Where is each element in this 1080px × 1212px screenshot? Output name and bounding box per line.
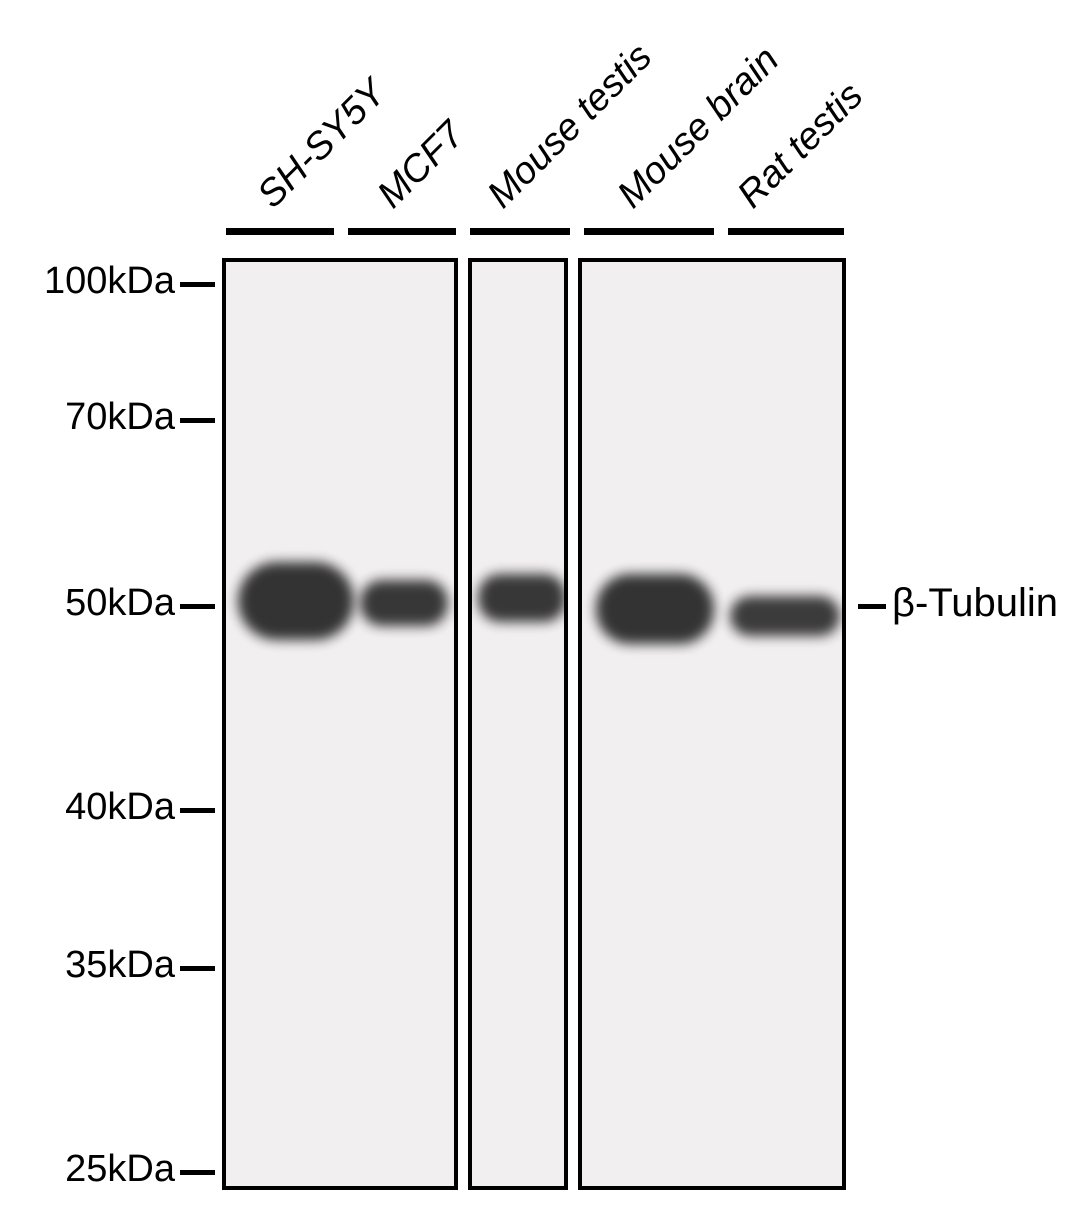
mw-tick <box>180 604 215 609</box>
blot-panel <box>468 258 568 1190</box>
lane-label: SH-SY5Y <box>250 72 395 217</box>
mw-label: 50kDa <box>65 582 175 625</box>
lane-bar <box>584 228 714 235</box>
western-blot-figure: 100kDa 70kDa 50kDa 40kDa 35kDa 25kDa SH-SY5YM… <box>0 0 1080 1212</box>
protein-band <box>238 562 354 640</box>
protein-label-text: β-Tubulin <box>892 581 1058 625</box>
protein-band <box>478 574 566 622</box>
lane-label: MCF7 <box>370 113 474 217</box>
lane-bar <box>470 228 570 235</box>
mw-tick <box>180 1170 215 1175</box>
mw-label: 70kDa <box>65 396 175 439</box>
mw-label: 100kDa <box>44 260 175 303</box>
mw-label: 40kDa <box>65 786 175 829</box>
mw-tick <box>180 808 215 813</box>
mw-label: 35kDa <box>65 944 175 987</box>
protein-band <box>596 574 714 644</box>
mw-tick <box>180 282 215 287</box>
lane-bar <box>348 228 456 235</box>
protein-band <box>360 580 448 626</box>
blot-panel <box>222 258 458 1190</box>
mw-tick <box>180 418 215 423</box>
blot-panel <box>578 258 846 1190</box>
lane-bar <box>728 228 844 235</box>
mw-tick <box>180 966 215 971</box>
lane-bar <box>226 228 334 235</box>
protein-label-tick <box>858 604 886 609</box>
protein-label: β-Tubulin <box>892 581 1058 626</box>
mw-label: 25kDa <box>65 1148 175 1191</box>
protein-band <box>730 596 840 636</box>
